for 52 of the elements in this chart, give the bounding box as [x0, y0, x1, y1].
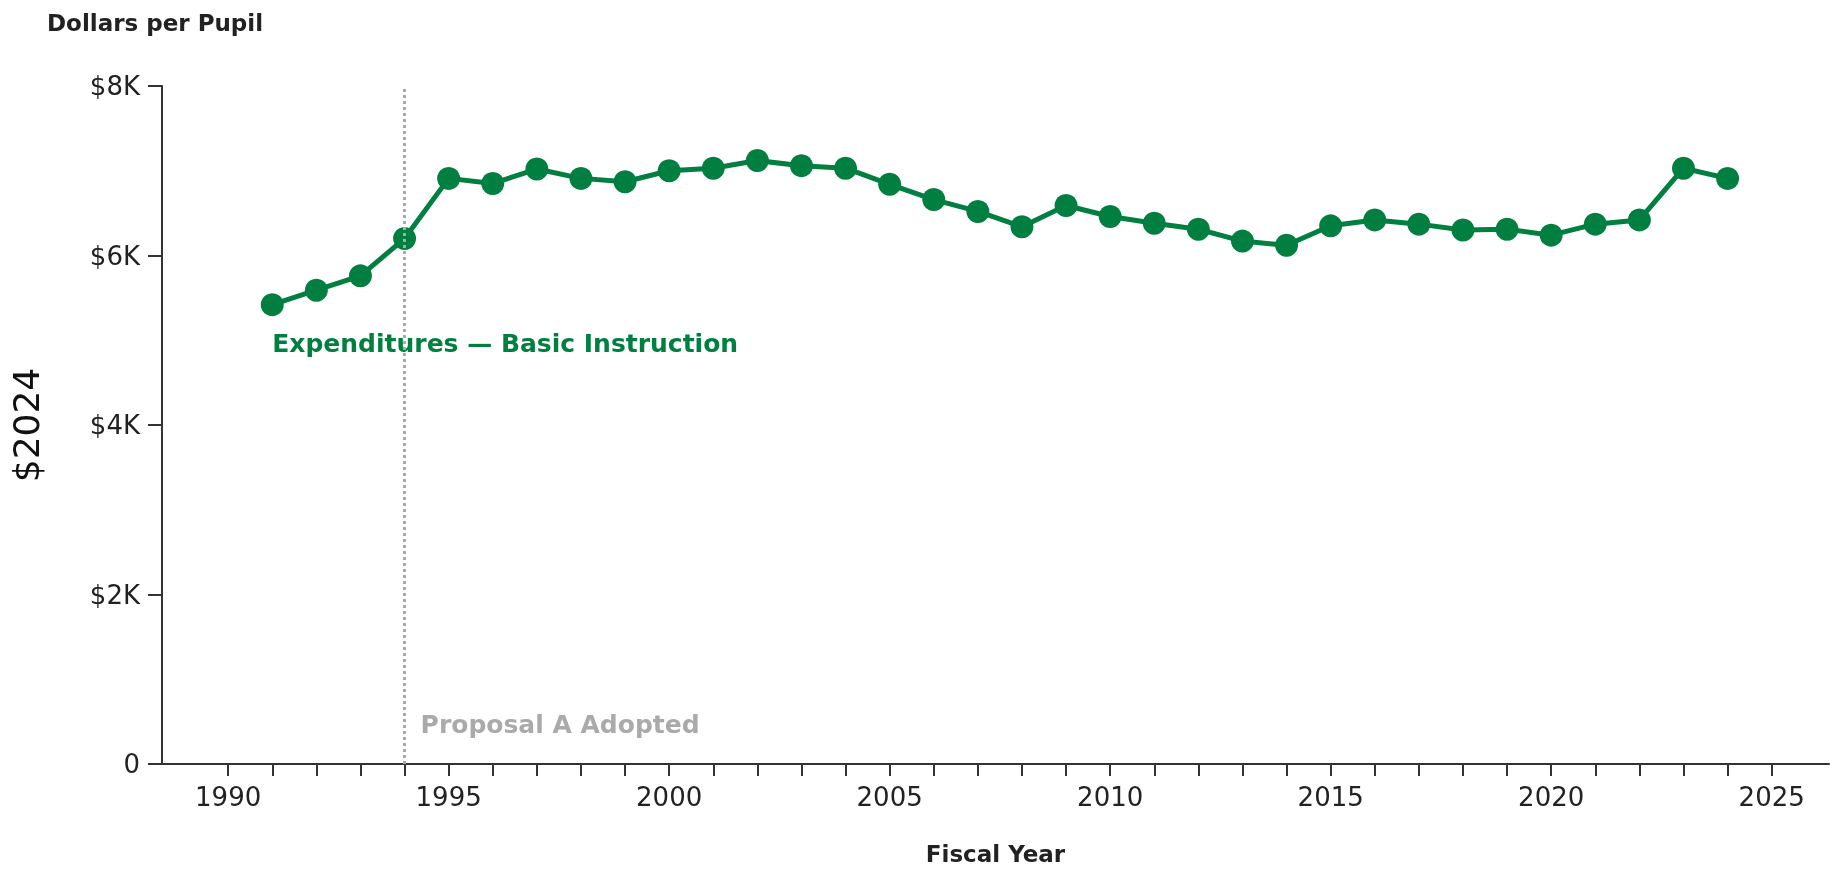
point [393, 227, 417, 251]
y-tick-label: $8K [89, 71, 141, 101]
series-label: Expenditures — Basic Instruction [272, 328, 739, 358]
point [834, 156, 858, 180]
point [878, 172, 902, 196]
x-axis-title: Fiscal Year [925, 840, 1066, 867]
point [1275, 233, 1299, 257]
point [789, 154, 813, 178]
point [1319, 214, 1343, 238]
point [1671, 156, 1695, 180]
point [481, 171, 505, 195]
point [304, 278, 328, 302]
point [1583, 212, 1607, 236]
x-tick-label: 2015 [1297, 782, 1364, 812]
point [1495, 217, 1519, 241]
ref-line-label: Proposal A Adopted [420, 710, 700, 739]
y-tick-label: $6K [89, 240, 141, 271]
x-tick-label: 1990 [195, 782, 262, 812]
y-tick-label: 0 [123, 749, 140, 779]
x-tick-label: 2005 [856, 782, 923, 812]
point [1716, 166, 1740, 190]
y-tick-label: $2K [89, 579, 141, 610]
point [745, 149, 769, 173]
y-axis-title: $2024 [5, 367, 47, 483]
point [1407, 212, 1431, 236]
point [1230, 229, 1254, 253]
point [657, 159, 681, 183]
point [1098, 205, 1122, 229]
point [1363, 208, 1387, 232]
point [1627, 208, 1651, 232]
point [1451, 218, 1475, 242]
y-tick-label: $4K [89, 410, 141, 440]
x-tick-label: 1995 [415, 782, 482, 812]
point [1186, 217, 1210, 241]
x-tick-label: 2000 [636, 782, 703, 812]
chart-title: Dollars per Pupil [47, 9, 264, 36]
point [348, 264, 372, 288]
x-tick-label: 2025 [1738, 782, 1805, 812]
point [569, 166, 593, 190]
x-tick-label: 2010 [1077, 782, 1144, 812]
point [1539, 223, 1563, 247]
point [613, 170, 637, 194]
point [437, 166, 461, 190]
x-tick-label: 2020 [1518, 782, 1585, 812]
point [1054, 194, 1078, 217]
point [701, 156, 725, 180]
point [525, 157, 549, 181]
point [1010, 215, 1034, 239]
point [260, 293, 284, 317]
point [922, 188, 946, 212]
point [1142, 211, 1166, 235]
point [966, 199, 990, 223]
